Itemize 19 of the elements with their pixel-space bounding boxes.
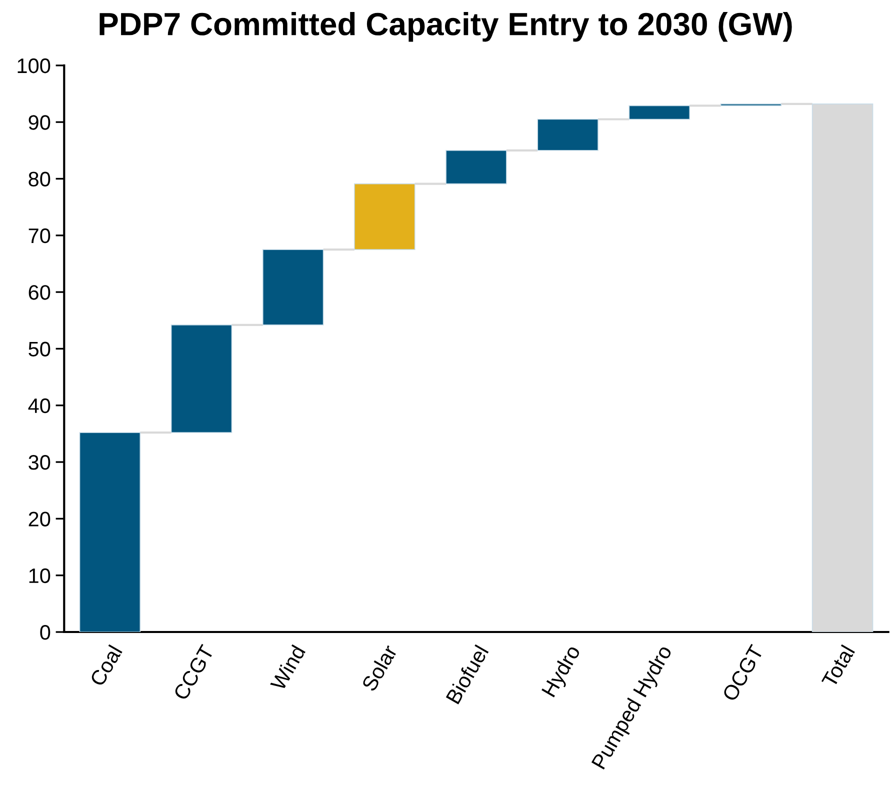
- y-tick-label: 100: [18, 58, 50, 74]
- bar: [628, 105, 690, 120]
- bar: [170, 324, 232, 433]
- y-tick-label: 20: [28, 512, 50, 526]
- y-tick-label: 60: [28, 285, 50, 300]
- chart-title: PDP7 Committed Capacity Entry to 2030 (GW): [100, 12, 792, 42]
- bar: [537, 118, 598, 151]
- y-tick-label: 0: [40, 625, 50, 640]
- bar: [79, 432, 141, 632]
- y-tick-label: 10: [29, 568, 50, 584]
- y-tick-label: 70: [28, 228, 50, 244]
- y-tick-label: 40: [28, 398, 50, 414]
- y-tick-label: 50: [28, 342, 50, 356]
- y-tick-label: 80: [28, 172, 50, 187]
- y-tick-label: 30: [28, 455, 50, 470]
- bar: [354, 183, 416, 250]
- bar: [446, 150, 507, 184]
- bar: [262, 249, 324, 326]
- y-tick-label: 90: [28, 115, 50, 130]
